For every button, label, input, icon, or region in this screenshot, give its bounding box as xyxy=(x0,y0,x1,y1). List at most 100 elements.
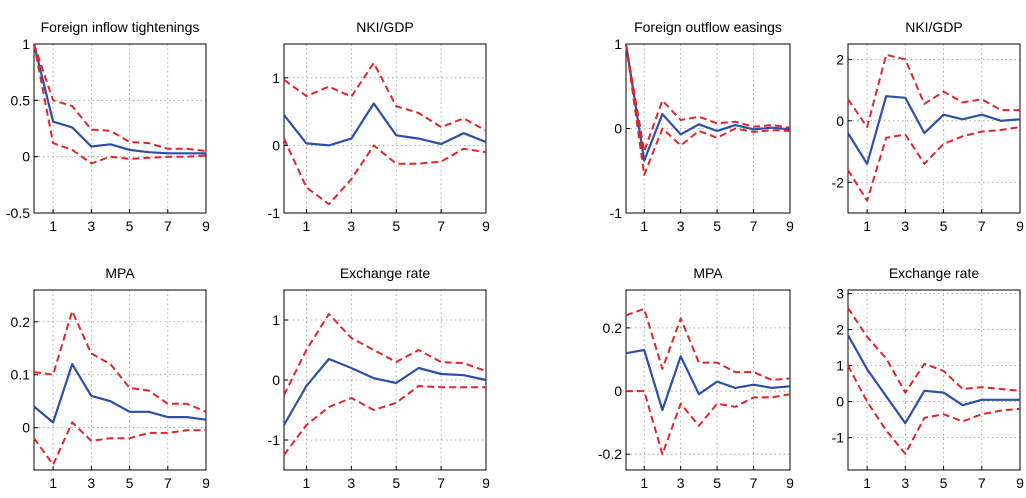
x-tick-label: 7 xyxy=(750,475,758,491)
median-response-line xyxy=(32,43,206,155)
x-tick-label: 3 xyxy=(87,475,95,491)
upper-band-line xyxy=(33,43,207,152)
y-tick-label: 3 xyxy=(836,286,844,302)
chart-panel: Exchange rate 1 3 5 7 9 -1 0 1 xyxy=(268,265,491,491)
y-tick-label: -2 xyxy=(832,174,845,190)
x-tick-label: 1 xyxy=(303,218,311,234)
median-response-line xyxy=(625,348,791,412)
chart-panel: MPA 1 3 5 7 9 0 0.1 0.2 xyxy=(11,265,211,491)
y-tick-label: 0 xyxy=(272,137,280,153)
x-tick-label: 5 xyxy=(940,218,948,234)
chart-title: Exchange rate xyxy=(889,265,979,281)
x-tick-label: 7 xyxy=(750,218,758,234)
upper-band-line xyxy=(283,313,487,396)
y-tick-label: 1 xyxy=(836,358,844,374)
upper-band-line xyxy=(847,307,1021,394)
y-tick-label: 0 xyxy=(22,149,30,165)
x-tick-label: 3 xyxy=(87,218,95,234)
lower-band-line xyxy=(33,421,206,466)
y-tick-label: -1 xyxy=(610,205,623,221)
x-tick-label: 5 xyxy=(392,475,400,491)
median-response-line xyxy=(33,363,207,424)
x-tick-label: 1 xyxy=(640,475,648,491)
median-response-line xyxy=(283,357,487,426)
median-response-line xyxy=(283,102,487,147)
x-tick-label: 7 xyxy=(437,475,445,491)
y-tick-label: 0 xyxy=(836,113,844,129)
x-tick-label: 7 xyxy=(978,475,986,491)
x-tick-label: 9 xyxy=(482,475,490,491)
lower-band-line xyxy=(283,385,486,456)
x-tick-label: 3 xyxy=(347,218,355,234)
median-response-line xyxy=(847,334,1020,425)
upper-band-line xyxy=(847,53,1020,128)
y-tick-label: 0.5 xyxy=(11,92,31,108)
y-tick-label: 0.2 xyxy=(603,320,623,336)
plot-frame xyxy=(33,289,207,471)
plot-frame xyxy=(625,289,791,471)
x-tick-label: 5 xyxy=(126,475,134,491)
upper-band-line xyxy=(33,310,207,413)
y-tick-label: 0.2 xyxy=(11,314,31,330)
chart-panel: Foreign inflow tightenings 1 3 5 7 9 -0.5 0 0.5 1 xyxy=(6,19,210,234)
x-tick-label: 3 xyxy=(677,218,685,234)
x-tick-label: 1 xyxy=(863,218,871,234)
x-tick-label: 1 xyxy=(863,475,871,491)
y-tick-label: -0.5 xyxy=(6,205,30,221)
chart-panel: MPA 1 3 5 7 9 -0.2 0 0.2 xyxy=(598,265,794,491)
x-tick-label: 9 xyxy=(202,475,210,491)
y-tick-label: -1 xyxy=(268,432,281,448)
x-tick-label: 3 xyxy=(347,475,355,491)
x-tick-label: 9 xyxy=(1016,218,1024,234)
chart-panel: Exchange rate 1 3 5 7 9 -1 0 1 2 3 xyxy=(832,265,1025,491)
y-tick-label: 2 xyxy=(836,322,844,338)
y-tick-label: 1 xyxy=(272,312,280,328)
x-tick-label: 1 xyxy=(640,218,648,234)
x-tick-label: 7 xyxy=(437,218,445,234)
chart-title: NKI/GDP xyxy=(905,19,963,35)
x-tick-label: 9 xyxy=(1016,475,1024,491)
x-tick-label: 7 xyxy=(164,218,172,234)
chart-panel: NKI/GDP 1 3 5 7 9 -1 0 1 xyxy=(268,19,491,234)
x-tick-label: 9 xyxy=(786,218,794,234)
x-tick-label: 5 xyxy=(940,475,948,491)
x-tick-label: 7 xyxy=(978,218,986,234)
plot-frame xyxy=(283,43,487,214)
x-tick-label: 3 xyxy=(901,218,909,234)
lower-band-line xyxy=(283,138,487,206)
lower-band-line xyxy=(626,390,791,456)
y-tick-label: 0 xyxy=(272,372,280,388)
y-tick-label: -1 xyxy=(268,205,281,221)
lower-band-line xyxy=(847,365,1021,455)
lower-band-line xyxy=(33,43,207,165)
x-tick-label: 5 xyxy=(392,218,400,234)
chart-title: MPA xyxy=(693,265,723,281)
median-response-line xyxy=(847,95,1021,165)
plot-frame xyxy=(33,43,207,214)
y-tick-label: 2 xyxy=(836,51,844,67)
y-tick-label: 1 xyxy=(22,36,30,52)
y-tick-label: -0.2 xyxy=(598,446,622,462)
lower-band-line xyxy=(847,126,1021,202)
chart-title: NKI/GDP xyxy=(356,19,414,35)
y-tick-label: 0 xyxy=(22,420,30,436)
x-tick-label: 3 xyxy=(901,475,909,491)
plot-frame xyxy=(847,43,1021,214)
x-tick-label: 9 xyxy=(482,218,490,234)
upper-band-line xyxy=(625,43,791,153)
x-tick-label: 5 xyxy=(713,475,721,491)
lower-band-line xyxy=(625,43,791,176)
x-tick-label: 3 xyxy=(677,475,685,491)
chart-title: Exchange rate xyxy=(340,265,430,281)
x-tick-label: 1 xyxy=(303,475,311,491)
chart-panel: Foreign outflow easings 1 3 5 7 9 -1 0 1 xyxy=(610,19,795,234)
y-tick-label: -1 xyxy=(832,430,845,446)
x-tick-label: 9 xyxy=(786,475,794,491)
chart-title: MPA xyxy=(105,265,135,281)
x-tick-label: 5 xyxy=(713,218,721,234)
chart-title: Foreign inflow tightenings xyxy=(41,19,200,35)
x-tick-label: 9 xyxy=(202,218,210,234)
chart-title: Foreign outflow easings xyxy=(634,19,782,35)
y-tick-label: 0 xyxy=(836,394,844,410)
